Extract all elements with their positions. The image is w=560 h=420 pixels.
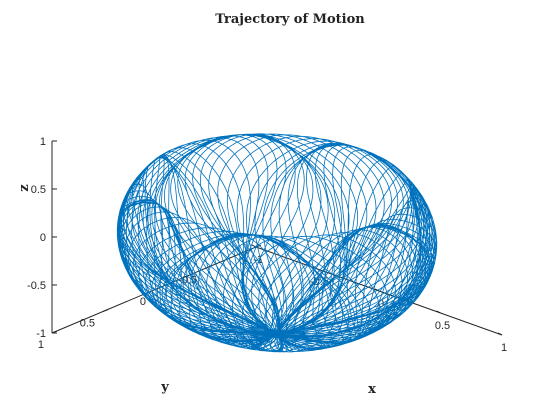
z-axis-label: z xyxy=(17,184,32,191)
x-tick xyxy=(374,288,380,292)
y-tick-label: 0.5 xyxy=(80,318,95,330)
x-tick xyxy=(497,332,503,336)
chart-title: Trajectory of Motion xyxy=(215,12,365,27)
trajectory-line xyxy=(116,133,438,353)
z-tick-label: -1 xyxy=(36,328,46,340)
y-tick-label: 1 xyxy=(38,339,44,351)
z-tick-label: 0.5 xyxy=(31,184,46,196)
y-axis-label: y xyxy=(160,380,169,395)
y-tick-label: 0 xyxy=(140,296,146,308)
y-tick xyxy=(102,309,109,312)
x-tick xyxy=(436,310,441,314)
x-axis-label: x xyxy=(368,382,376,397)
y-tick xyxy=(51,330,58,334)
x-tick-label: 1 xyxy=(501,342,507,354)
z-tick-label: -0.5 xyxy=(27,280,46,292)
z-tick-label: 1 xyxy=(40,136,46,148)
x-tick-label: 0.5 xyxy=(435,320,450,332)
z-tick-label: 0 xyxy=(40,232,46,244)
trajectory-series xyxy=(116,133,438,353)
